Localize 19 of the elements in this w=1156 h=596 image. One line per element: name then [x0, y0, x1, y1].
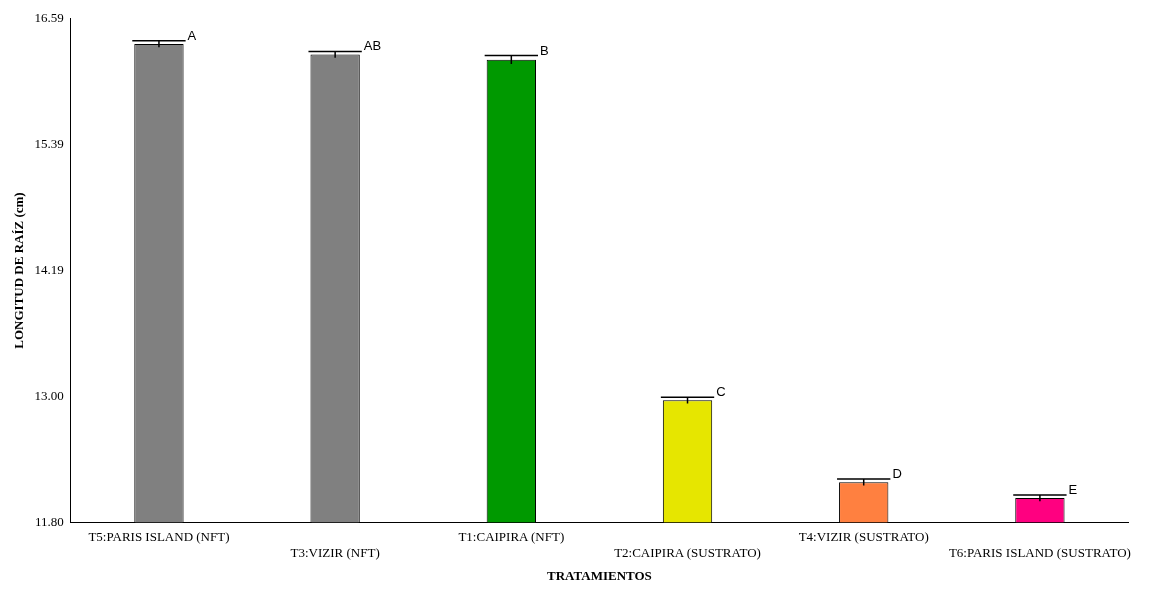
x-tick-label: T5:PARIS ISLAND (NFT) [88, 529, 230, 545]
y-tick-label: 14.19 [34, 262, 64, 278]
x-tick-label: T6:PARIS ISLAND (SUSTRATO) [948, 545, 1131, 561]
annotation: E [1068, 481, 1078, 497]
y-tick-label: 11.80 [35, 513, 64, 529]
x-tick-label: T2:CAIPIRA (SUSTRATO) [614, 545, 761, 561]
annotation: C [716, 384, 726, 400]
y-axis-title: LONGITUD DE RAÍZ (cm) [11, 192, 27, 349]
annotation: AB [363, 38, 382, 54]
y-tick-label: 13.00 [34, 387, 64, 403]
y-tick-label: 15.39 [34, 136, 64, 152]
x-tick-label: T1:CAIPIRA (NFT) [458, 529, 565, 545]
annotation: D [892, 466, 902, 482]
x-axis-title: TRATAMIENTOS [547, 567, 652, 583]
annotation: A [187, 27, 197, 43]
x-tick-label: T4:VIZIR (SUSTRATO) [798, 529, 929, 545]
annotation: B [540, 42, 549, 58]
x-tick-label: T3:VIZIR (NFT) [290, 545, 380, 561]
y-tick-label: 16.59 [34, 10, 64, 26]
